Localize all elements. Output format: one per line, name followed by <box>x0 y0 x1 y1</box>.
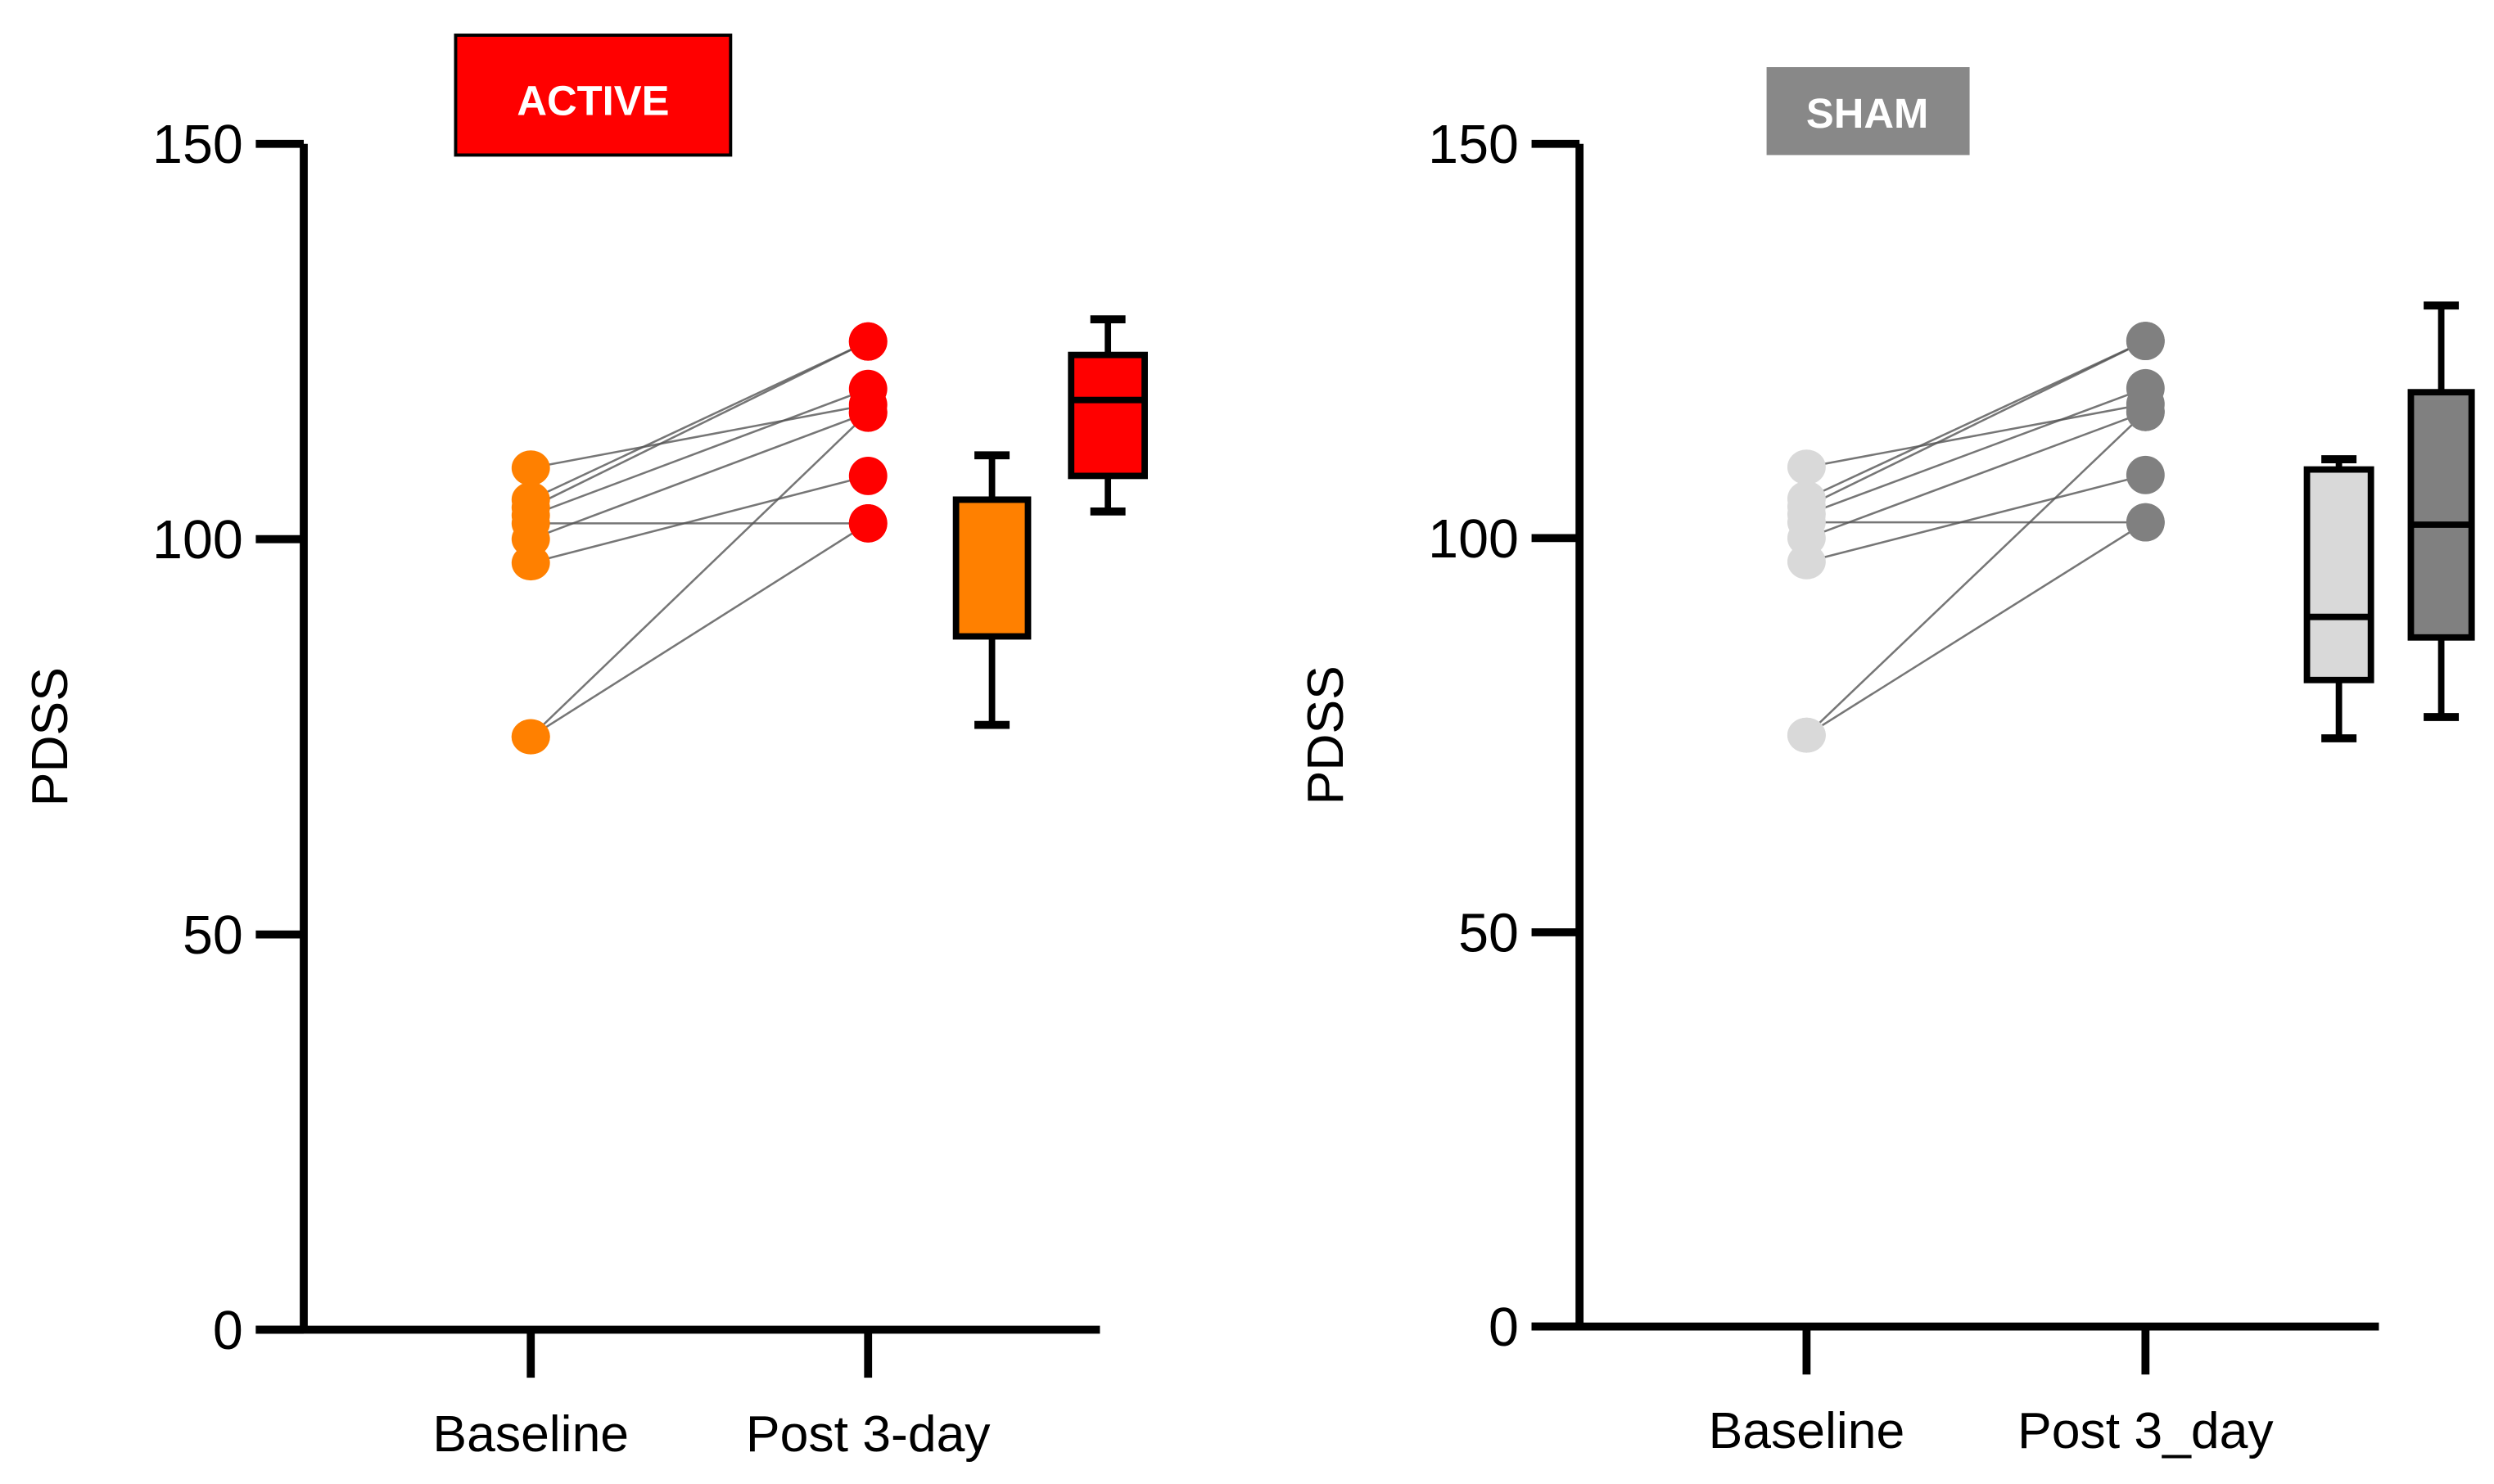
baseline-point <box>1787 544 1826 580</box>
subject-line <box>1806 403 2146 468</box>
baseline-point <box>511 719 550 755</box>
y-axis-label: PDSS <box>21 667 79 806</box>
subject-line <box>530 341 869 501</box>
y-tick-label: 0 <box>213 1301 243 1361</box>
subject-line <box>530 412 870 738</box>
post-point <box>2126 392 2165 431</box>
subject-line <box>530 387 869 516</box>
baseline-point <box>1787 717 1826 753</box>
subject-line <box>1805 387 2146 516</box>
subject-line <box>1805 340 2146 507</box>
y-tick-label: 150 <box>152 115 243 175</box>
x-tick-label: Post 3_day <box>2017 1402 2274 1459</box>
y-tick-label: 50 <box>183 905 243 966</box>
baseline-point <box>1787 449 1826 485</box>
panel-sham: SHAM 0 50 100 150 PDSS Baseline Post 3_day <box>1297 67 2475 1459</box>
subject-line <box>1805 521 2147 737</box>
subject-line <box>1805 340 2146 500</box>
post-point <box>848 503 888 543</box>
x-tick-label: Baseline <box>1709 1402 1905 1459</box>
y-tick-label: 100 <box>1428 509 1519 570</box>
subject-line <box>530 341 869 509</box>
baseline-point <box>511 545 550 581</box>
post-point <box>848 456 888 495</box>
post-point <box>2126 455 2165 494</box>
post-point <box>2126 322 2165 360</box>
box-iqr <box>2303 466 2374 683</box>
title-text: ACTIVE <box>517 78 669 124</box>
box-iqr <box>1068 351 1148 480</box>
box-iqr <box>952 496 1032 640</box>
title-text: SHAM <box>1806 90 1928 137</box>
baseline-point <box>511 450 550 486</box>
y-axis-label: PDSS <box>1297 665 1354 805</box>
subject-line <box>530 522 869 738</box>
x-tick-label: Baseline <box>432 1405 629 1463</box>
x-tick-label: Post 3-day <box>746 1405 991 1463</box>
y-tick-label: 100 <box>152 510 243 571</box>
subject-line <box>1805 411 2147 737</box>
title-badge <box>454 34 733 157</box>
panel-active: ACTIVE 0 50 100 150 PDSS Baseline Post 3-day <box>21 34 1148 1463</box>
box-iqr <box>2407 389 2475 641</box>
subject-line <box>530 475 869 564</box>
subject-line <box>1805 411 2146 539</box>
subject-line <box>1806 474 2146 563</box>
subject-line <box>531 404 869 470</box>
title-badge <box>1766 67 1970 156</box>
subject-line <box>530 411 869 540</box>
y-tick-label: 150 <box>1428 115 1519 175</box>
post-point <box>848 393 888 432</box>
y-tick-label: 50 <box>1458 903 1519 963</box>
post-point <box>2126 503 2165 542</box>
y-tick-label: 0 <box>1489 1297 1519 1358</box>
post-point <box>848 322 888 361</box>
